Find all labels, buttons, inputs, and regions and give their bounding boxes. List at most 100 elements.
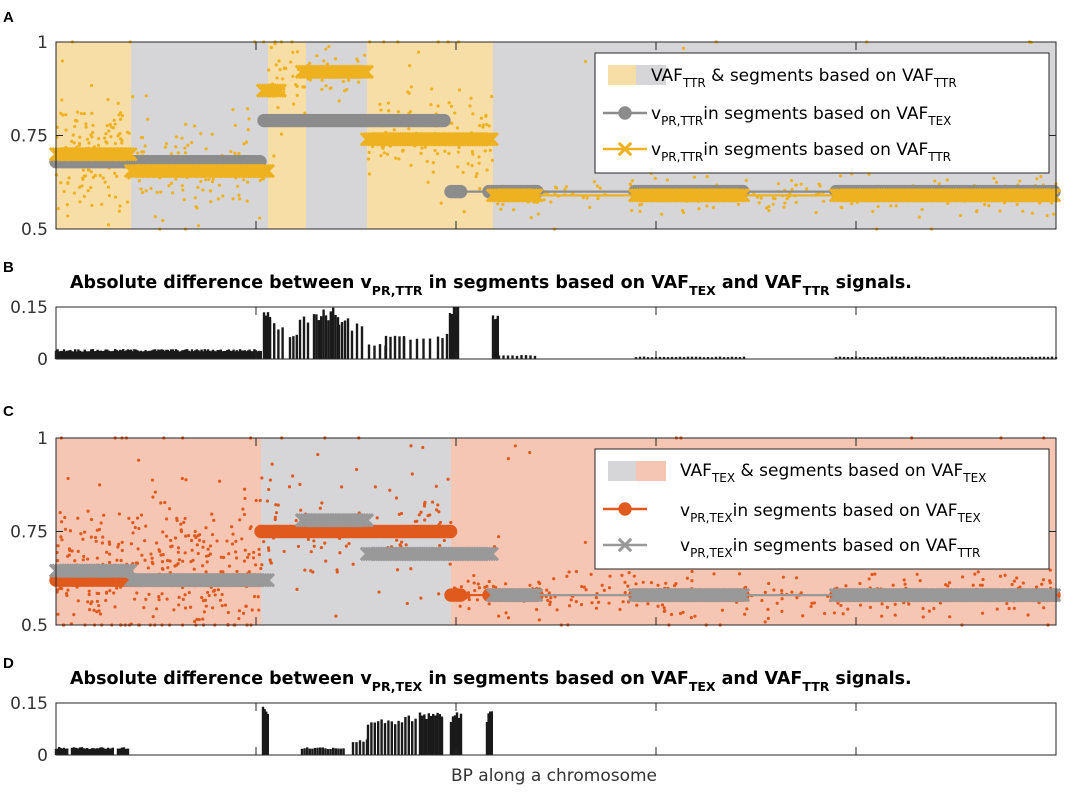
panel-C-scatter-point [165,517,169,521]
panel-B-bar [902,356,906,359]
panel-B-bar [158,349,162,359]
panel-C-scatter-point [690,569,694,574]
panel-B-bar [64,351,67,359]
panel-C-scatter-point [260,563,264,567]
panel-A-scatter-point [292,102,296,106]
panel-A-scatter-point [78,135,82,139]
panel-C-series-1-marker [484,546,500,562]
panel-B-bar [389,336,392,359]
panel-C-scatter-point [375,516,379,520]
panel-A-scatter-point [204,147,208,151]
legend-a-item-2: vPR,TTRin segments based on VAFTTR [651,140,951,164]
panel-C-scatter-point [567,604,572,608]
panel-A-scatter-point [84,122,88,126]
panel-C-scatter-point [86,509,90,513]
panel-A-scatter-point [876,204,880,209]
panel-A-scatter-point [199,179,203,184]
panel-B-bar [243,350,246,359]
panel-C-scatter-point [1034,585,1039,589]
panel-A-scatter-point [1021,209,1025,213]
panel-B-bar [211,349,214,359]
panel-B-bar [227,349,230,359]
panel-D-bar [440,716,444,755]
panel-C-scatter-point [102,513,106,517]
panel-C-series-1-marker [1041,587,1057,603]
panel-B-bar [974,356,978,359]
panel-A-scatter-point [595,184,599,188]
panel-letter-b: B [3,259,14,276]
panel-C-scatter-point [823,611,827,616]
panel-A-scatter-point [529,215,533,220]
panel-A-scatter-point [62,189,66,194]
panel-C-scatter-point [1015,576,1019,580]
panel-C-scatter-point [133,525,137,530]
panel-C-scatter-point [267,487,271,492]
panel-C-scatter-point [664,581,668,585]
panel-letter-d: D [3,655,14,672]
panel-D-bar [334,748,337,755]
panel-D-bar [358,740,362,755]
legend-c-marker-0 [618,502,632,516]
panel-C-scatter-point [216,588,221,592]
panel-D-bar [308,748,311,755]
panel-B-bar [130,349,133,359]
panel-C-scatter-point [169,538,173,543]
panel-C-scatter-point [574,570,579,574]
panel-C-scatter-point [243,548,247,552]
panel-D-bar [106,747,110,755]
panel-B-bar [78,350,82,359]
panel-B-bar [58,351,61,359]
panel-C-scatter-point [534,607,539,612]
panel-B-bar [118,349,122,359]
panel-C-scatter-point [394,496,399,500]
panel-C-scatter-point [466,591,471,595]
panel-C-scatter-point [1041,578,1046,582]
panel-B-bar [511,355,514,359]
panel-D-bar [263,709,266,755]
panel-C-scatter-point [201,545,205,549]
panel-B-bar [198,351,202,359]
panel-A-scatter-point [91,131,95,135]
panel-A-scatter-point [363,53,367,57]
panel-B-bar [200,349,203,359]
panel-B-bar [190,349,194,359]
panel-A-scatter-point [308,61,312,65]
panel-C-scatter-point [547,591,551,595]
panel-C-scatter-point [208,544,213,548]
panel-A-scatter-point [512,208,516,212]
panel-C-scatter-point [409,444,413,448]
panel-B-bar [80,351,83,359]
panel-B-bar [702,357,706,359]
panel-C-scatter-point [265,499,270,503]
panel-C-scatter-point [181,559,185,563]
panel-C-scatter-point [225,539,229,543]
panel-C-scatter-point [449,520,453,525]
panel-B-bar [491,315,495,359]
panel-C-scatter-point [205,590,210,595]
panel-B-bar [738,357,742,359]
panel-B-bar [104,349,107,359]
panel-C-scatter-point [119,558,123,563]
panel-C-scatter-point [775,601,779,605]
panel-C-scatter-point [204,604,208,608]
panel-A-scatter-point [408,64,412,68]
panel-B-bar [224,350,227,359]
panel-A-scatter-point [479,116,484,120]
panel-C-scatter-point [423,518,427,522]
panel-B-bar [218,350,221,359]
panel-C-scatter-point [153,490,157,494]
panel-A-scatter-point [258,216,262,220]
panel-A-scatter-point [86,168,90,172]
panel-B-bar [874,356,878,359]
panel-B-bar [674,356,678,359]
panel-C-scatter-point [545,588,549,592]
panel-C-scatter-point [108,589,112,593]
panel-C-scatter-point [150,556,154,560]
panel-C-series-1-marker [255,572,271,588]
panel-A-scatter-point [553,185,558,189]
panel-C-scatter-point [921,606,925,611]
panel-A-scatter-point [435,152,440,156]
panel-B-bar [533,355,537,359]
panel-A-scatter-point [420,146,424,150]
panel-B-bar [1018,356,1022,359]
